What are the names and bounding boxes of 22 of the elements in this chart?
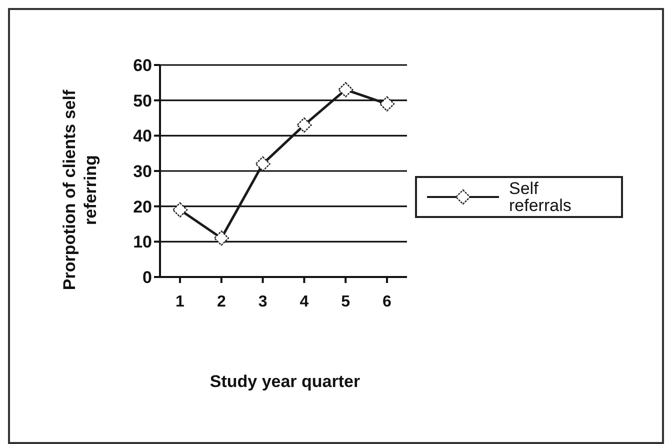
- y-tick-label: 0: [142, 268, 152, 288]
- point: [379, 96, 395, 112]
- y-tick-label: 60: [133, 56, 152, 76]
- y-axis-title: Prorpotion of clients self referring: [59, 88, 101, 292]
- y-tick-label: 50: [133, 91, 152, 110]
- y-tick-label: 10: [133, 232, 152, 252]
- x-axis-title: Study year quarter: [208, 372, 362, 392]
- point: [172, 202, 188, 218]
- y-tick-label: 20: [133, 197, 152, 216]
- x-tick-label: 4: [300, 293, 309, 310]
- point: [214, 230, 229, 246]
- y-tick-label: 30: [133, 162, 152, 182]
- point: [255, 156, 270, 172]
- point: [338, 82, 354, 98]
- x-tick-label: 3: [258, 293, 268, 310]
- x-tick-label: 2: [216, 293, 226, 310]
- y-tick-label: 40: [133, 126, 152, 146]
- x-tick-label: 5: [341, 293, 350, 310]
- x-tick-label: 1: [176, 293, 185, 310]
- x-tick-label: 6: [382, 293, 392, 310]
- point: [296, 117, 312, 133]
- legend-label: Self referrals: [509, 179, 572, 215]
